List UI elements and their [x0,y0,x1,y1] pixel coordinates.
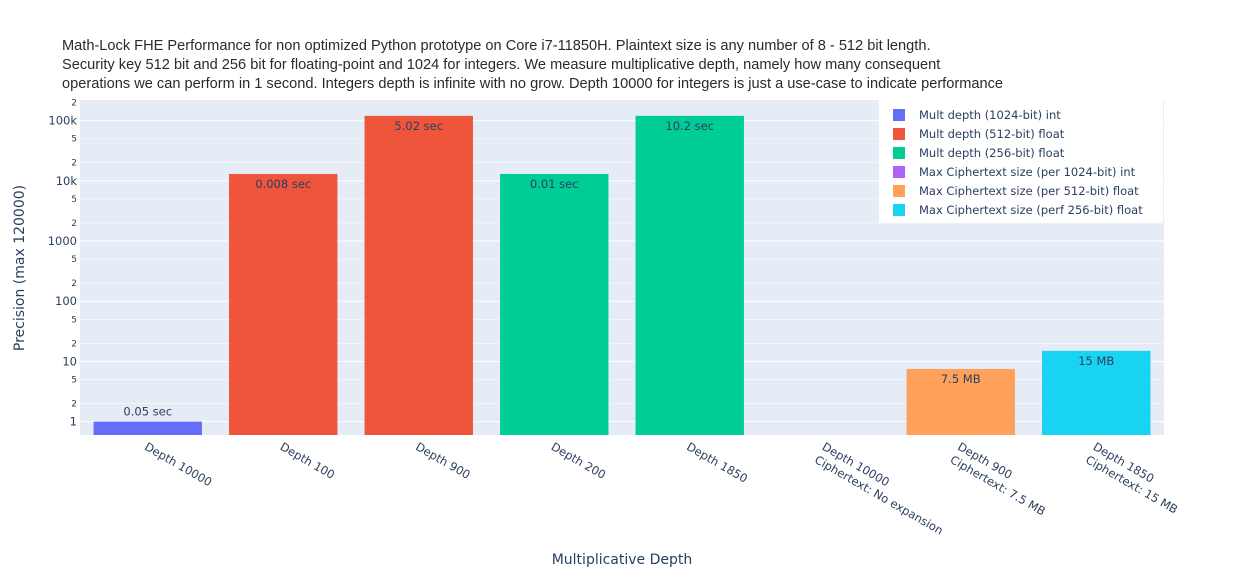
y-axis-title: Precision (max 120000) [12,185,28,351]
y-minor-tick-label: 5 [71,135,77,145]
x-tick: Depth 10000 [142,439,214,489]
y-minor-tick-label: 2 [71,339,77,349]
x-tick-label: Depth 200 [549,439,609,481]
x-tick-label: Depth 10000 [142,439,214,489]
x-tick: Depth 100 [278,439,338,481]
y-minor-tick-label: 2 [71,159,77,169]
y-tick-label: 100k [48,114,77,128]
y-tick-label: 10 [62,354,77,368]
legend-label: Max Ciphertext size (per 1024-bit) int [919,165,1136,179]
legend-swatch [893,185,905,197]
bar [1042,350,1151,435]
legend-background [879,100,1163,223]
legend-swatch [893,109,905,121]
y-minor-tick-label: 2 [71,279,77,289]
legend-item[interactable]: Max Ciphertext size (perf 256-bit) float [893,203,1143,217]
legend-item[interactable]: Max Ciphertext size (per 1024-bit) int [893,165,1136,179]
title-line-2: Security key 512 bit and 256 bit for flo… [62,57,940,73]
y-minor-tick-label: 5 [71,376,77,386]
x-tick-label: Depth 1850 [684,439,750,485]
y-tick-label: 10k [56,174,78,188]
y-tick-label: 1000 [48,234,77,248]
bar-data-label: 0.01 sec [530,177,579,191]
y-minor-tick-label: 2 [71,400,77,410]
y-minor-tick-label: 2 [71,98,77,108]
bar-data-label: 15 MB [1078,354,1114,368]
x-tick-label: Ciphertext: No expansion [812,452,945,537]
legend-item[interactable]: Max Ciphertext size (per 512-bit) float [893,184,1139,198]
bar [500,173,609,435]
x-tick: Depth 1850 [684,439,750,485]
y-minor-tick-label: 5 [71,195,77,205]
legend-item[interactable]: Mult depth (256-bit) float [893,146,1065,160]
x-tick-label: Depth 900 [413,439,473,481]
legend-swatch [893,204,905,216]
legend-swatch [893,166,905,178]
chart-title: Math-Lock FHE Performance for non optimi… [62,38,1003,92]
bars [93,115,1151,435]
y-axis-ticks: 1 10 100 1000 10k 100k 2 5 2 5 2 5 2 5 2 5 2 [48,98,78,428]
y-tick-label: 100 [55,294,77,308]
bar [635,115,744,435]
bar-data-label: 0.008 sec [255,177,311,191]
x-axis-title: Multiplicative Depth [552,552,693,568]
legend-label: Mult depth (256-bit) float [919,146,1065,160]
legend-item[interactable]: Mult depth (512-bit) float [893,127,1065,141]
legend: Mult depth (1024-bit) int Mult depth (512… [879,100,1163,223]
legend-swatch [893,128,905,140]
legend-label: Mult depth (1024-bit) int [919,108,1061,122]
bar-data-label: 10.2 sec [665,119,714,133]
legend-label: Max Ciphertext size (per 512-bit) float [919,184,1139,198]
bar [93,421,202,435]
bar [364,115,473,435]
x-tick-label: Depth 100 [278,439,338,481]
bar-data-label: 0.05 sec [123,405,172,419]
y-minor-tick-label: 5 [71,255,77,265]
legend-label: Mult depth (512-bit) float [919,127,1065,141]
y-minor-tick-label: 5 [71,315,77,325]
y-tick-label: 1 [70,415,77,429]
bar-data-label: 7.5 MB [941,372,981,386]
legend-label: Max Ciphertext size (perf 256-bit) float [919,203,1143,217]
bar [229,173,338,435]
bar-data-label: 5.02 sec [394,119,443,133]
x-axis-ticks: Depth 10000 Depth 100 Depth 900 Depth 200 De… [142,439,1180,537]
x-tick: Depth 200 [549,439,609,481]
bar [906,368,1015,435]
legend-swatch [893,147,905,159]
y-minor-tick-label: 2 [71,219,77,229]
title-line-1: Math-Lock FHE Performance for non optimi… [62,38,931,54]
legend-item[interactable]: Mult depth (1024-bit) int [893,108,1061,122]
x-tick: Depth 900 [413,439,473,481]
bar-labels: 0.05 sec 0.008 sec 5.02 sec 0.01 sec 10.2 se… [123,119,1114,419]
title-line-3: operations we can perform in 1 second. I… [62,76,1003,92]
